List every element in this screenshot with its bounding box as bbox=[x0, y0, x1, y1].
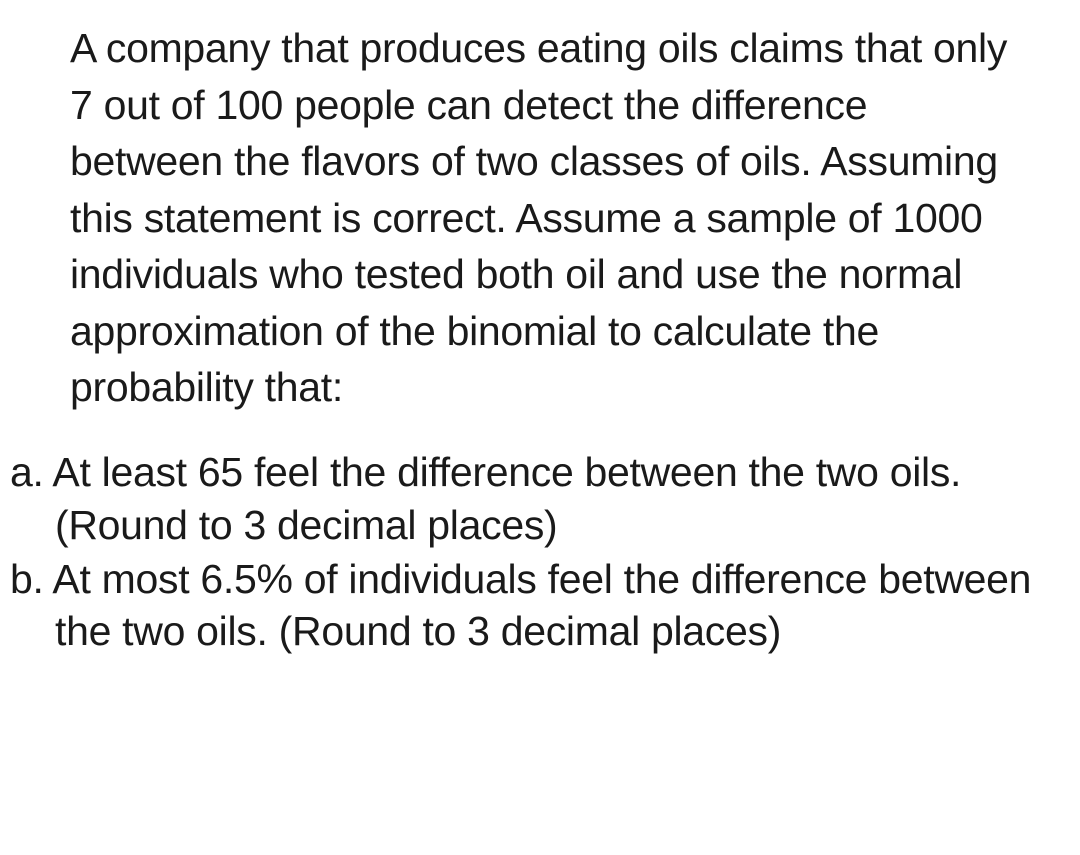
problem-statement: A company that produces eating oils clai… bbox=[70, 20, 1030, 416]
question-b: b. At most 6.5% of individuals feel the … bbox=[10, 553, 1055, 658]
question-list: a. At least 65 feel the difference betwe… bbox=[10, 446, 1055, 658]
question-a: a. At least 65 feel the difference betwe… bbox=[10, 446, 1055, 551]
